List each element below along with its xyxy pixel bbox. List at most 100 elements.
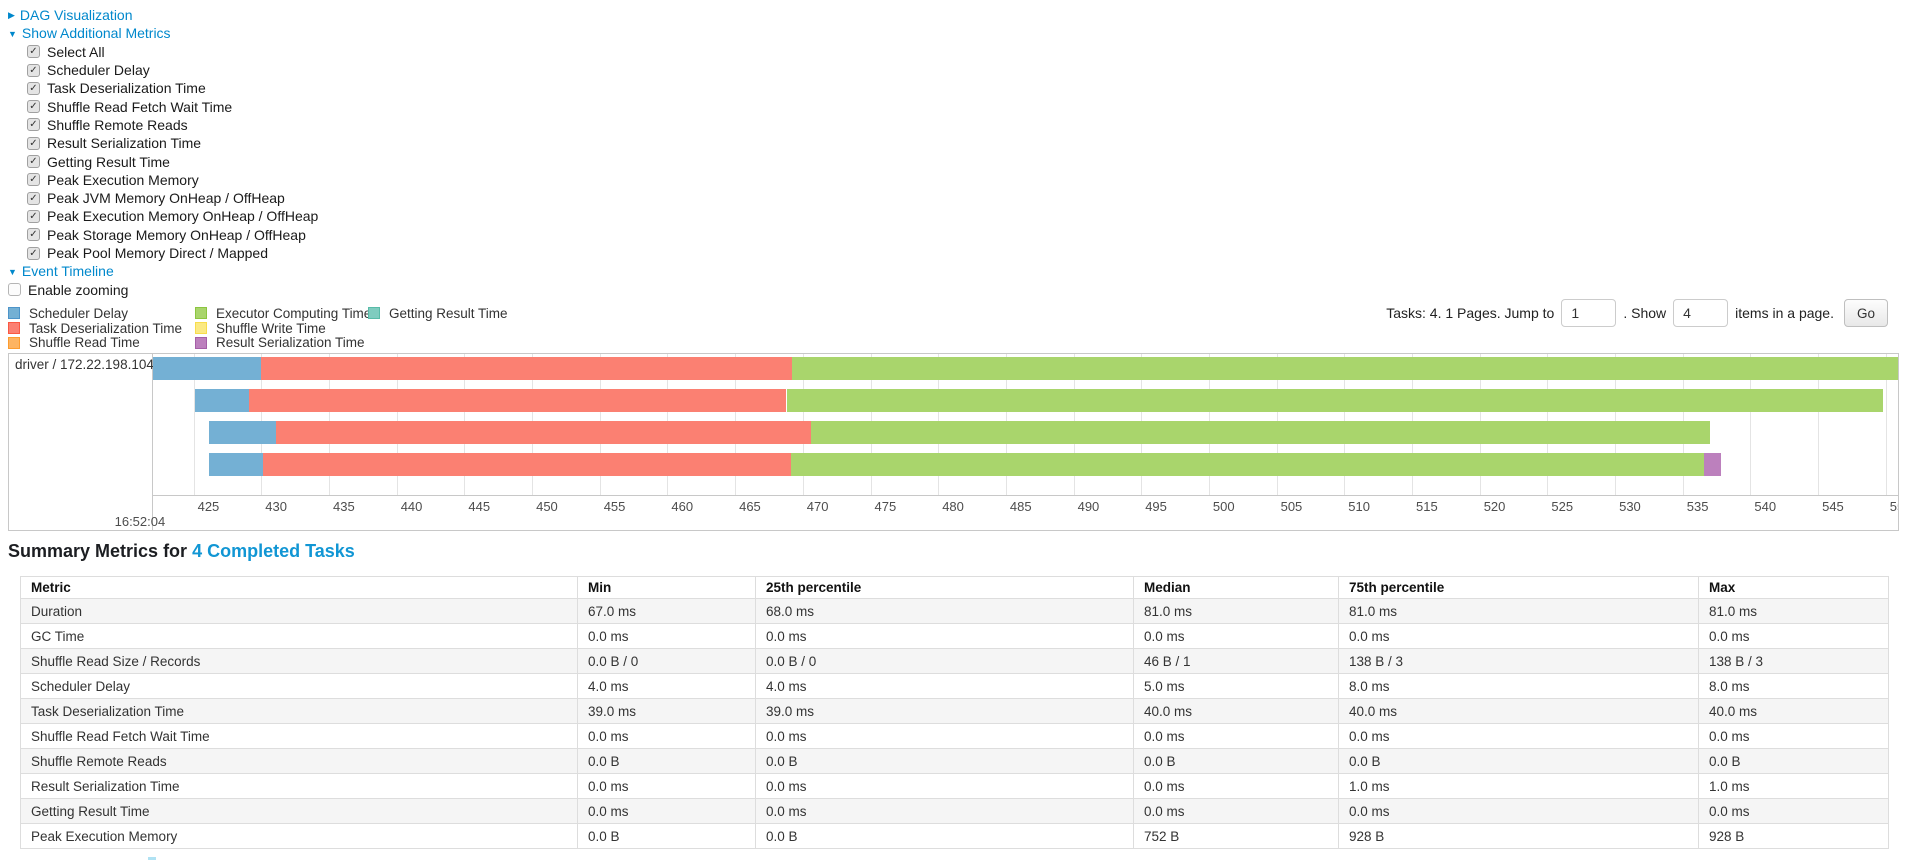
task-bar-segment-executor_computing [786,388,1884,412]
metric-value-cell: 0.0 B [577,748,756,774]
metric-value-cell: 0.0 ms [1338,723,1699,749]
metric-value-cell: 81.0 ms [1698,598,1889,624]
task-bar-segment-executor_computing [790,452,1705,476]
metric-row-result-serialization-time: Result Serialization Time 0.0 ms 0.0 ms 0.0… [20,773,1889,799]
pagination-summary: Tasks: 4. 1 Pages. Jump to [1386,305,1555,321]
metric-value-cell: 46 B / 1 [1133,648,1339,674]
metric-value-cell: 0.0 B [755,823,1134,849]
task-bar-segment-scheduler_delay [153,357,262,380]
task-bar-segment-result_serialization [1704,452,1721,476]
table-header-row: Metric Min 25th percentile Median 75th perce… [20,576,1889,599]
metric-value-cell: 40.0 ms [1338,698,1699,724]
metric-checkbox-row: ✓ Shuffle Read Fetch Wait Time [8,97,318,115]
axis-tick-label: 475 [874,499,897,514]
metric-row-shuffle-remote-reads: Shuffle Remote Reads 0.0 B 0.0 B 0.0 B 0.0 B… [20,748,1889,774]
checkbox-label: Shuffle Remote Reads [47,116,188,133]
checkbox-checked-icon-peak-execution-memory[interactable]: ✓ [27,173,40,187]
metric-value-cell: 4.0 ms [577,673,756,699]
checkbox-checked-icon-getting-result-time[interactable]: ✓ [27,155,40,169]
task-pagination: Tasks: 4. 1 Pages. Jump to . Show items … [1384,299,1888,327]
chevron-down-icon: ▼ [8,266,17,277]
metric-checkbox-row: ✓ Getting Result Time [8,152,318,170]
executor-group-label: driver / 172.22.198.104 [15,357,154,372]
checkbox-label: Task Deserialization Time [47,80,206,97]
dag-visualization-toggle[interactable]: ▶ DAG Visualization [8,7,133,23]
metric-value-cell: 928 B [1338,823,1699,849]
metric-value-cell: 39.0 ms [755,698,1134,724]
show-additional-metrics-label: Show Additional Metrics [21,25,171,42]
metric-value-cell: 81.0 ms [1338,598,1699,624]
legend-swatch-shuffle_read [8,336,20,349]
column-header-median: Median [1133,576,1339,599]
metric-value-cell: 0.0 B [1338,748,1699,774]
checkbox-checked-icon-task-deserialization-time[interactable]: ✓ [27,81,40,95]
legend-item-shuffle-write-time: Shuffle Write Time [195,321,368,336]
metric-value-cell: 0.0 ms [755,773,1134,799]
axis-tick-label: 435 [333,499,355,514]
timeline-controls: ▶ DAG Visualization ▼ Show Additional Me… [8,6,318,299]
legend-swatch-task_deserialization [8,322,20,335]
metric-value-cell: 0.0 ms [577,773,756,799]
event-timeline-toggle[interactable]: ▼ Event Timeline [8,263,114,279]
summary-title-text: Summary Metrics for [8,541,188,561]
metric-value-cell: 8.0 ms [1338,673,1699,699]
legend-swatch-shuffle_write [195,322,207,335]
checkbox-checked-icon-peak-pool-memory-direct-mapped[interactable]: ✓ [27,246,40,260]
metric-value-cell: 0.0 ms [1133,623,1339,649]
jump-to-page-input[interactable] [1561,299,1617,327]
metric-checkbox-row: ✓ Peak Pool Memory Direct / Mapped [8,244,318,262]
checkbox-label: Peak Storage Memory OnHeap / OffHeap [47,226,306,243]
task-bar-segment-executor_computing [810,420,1710,444]
column-header-min: Min [577,576,756,599]
checkbox-label: Peak JVM Memory OnHeap / OffHeap [47,190,285,207]
axis-tick-label: 490 [1077,499,1100,514]
metric-value-cell: 0.0 ms [1338,623,1699,649]
checkbox-label: Scheduler Delay [47,62,150,79]
metric-value-cell: 0.0 B [1698,748,1889,774]
pagination-items-label: items in a page. [1735,305,1834,321]
legend-column: Getting Result Time [368,306,508,350]
checkbox-checked-icon-result-serialization-time[interactable]: ✓ [27,136,40,150]
checkbox-checked-icon-scheduler-delay[interactable]: ✓ [27,63,40,77]
show-additional-metrics-toggle[interactable]: ▼ Show Additional Metrics [8,25,171,41]
metric-value-cell: 0.0 ms [1133,723,1339,749]
legend-item-executor-computing-time: Executor Computing Time [195,306,371,321]
task-bar-segment-scheduler_delay [208,452,263,476]
checkbox-checked-icon-peak-storage-memory-onheap-offheap[interactable]: ✓ [27,228,40,242]
axis-line [153,495,1898,496]
axis-tick-label: 460 [671,499,694,514]
pagination-show-label: . Show [1623,305,1667,321]
go-button[interactable]: Go [1843,299,1888,327]
axis-tick-label: 505 [1280,499,1303,514]
checkbox-checked-icon-peak-execution-memory-onheap-offheap[interactable]: ✓ [27,209,40,223]
metric-name-cell: Getting Result Time [20,798,578,824]
axis-tick-label: 455 [603,499,626,514]
checkbox-checked-icon-shuffle-remote-reads[interactable]: ✓ [27,118,40,132]
axis-tick-label: 510 [1348,499,1370,514]
enable-zooming-label: Enable zooming [28,281,129,298]
metric-name-cell: Shuffle Read Size / Records [20,648,578,674]
column-header-25th-percentile: 25th percentile [755,576,1134,599]
gridline [193,354,195,495]
metric-value-cell: 138 B / 3 [1338,648,1699,674]
task-bar-segment-executor_computing [792,357,1898,380]
axis-tick-label: 485 [1009,499,1032,514]
metric-value-cell: 0.0 B [577,823,756,849]
metric-value-cell: 0.0 B / 0 [755,648,1134,674]
enable-zooming-checkbox[interactable] [8,283,21,297]
checkbox-checked-icon-select-all[interactable]: ✓ [27,45,40,59]
timeline-legend: Scheduler Delay Task Deserialization Time… [8,306,508,350]
metric-value-cell: 0.0 ms [1338,798,1699,824]
metric-value-cell: 0.0 ms [577,723,756,749]
metric-value-cell: 0.0 ms [1698,723,1889,749]
axis-tick-label: 425 [197,499,220,514]
legend-item-shuffle-read-time: Shuffle Read Time [8,335,195,350]
checkbox-checked-icon-shuffle-read-fetch-wait-time[interactable]: ✓ [27,100,40,114]
checkbox-checked-icon-peak-jvm-memory-onheap-offheap[interactable]: ✓ [27,191,40,205]
metric-value-cell: 0.0 B [1133,748,1339,774]
axis-tick-label: 545 [1822,499,1844,514]
metric-value-cell: 138 B / 3 [1698,648,1889,674]
completed-tasks-link[interactable]: 4 Completed Tasks [192,541,355,561]
metric-value-cell: 4.0 ms [755,673,1134,699]
page-size-input[interactable] [1673,299,1729,327]
